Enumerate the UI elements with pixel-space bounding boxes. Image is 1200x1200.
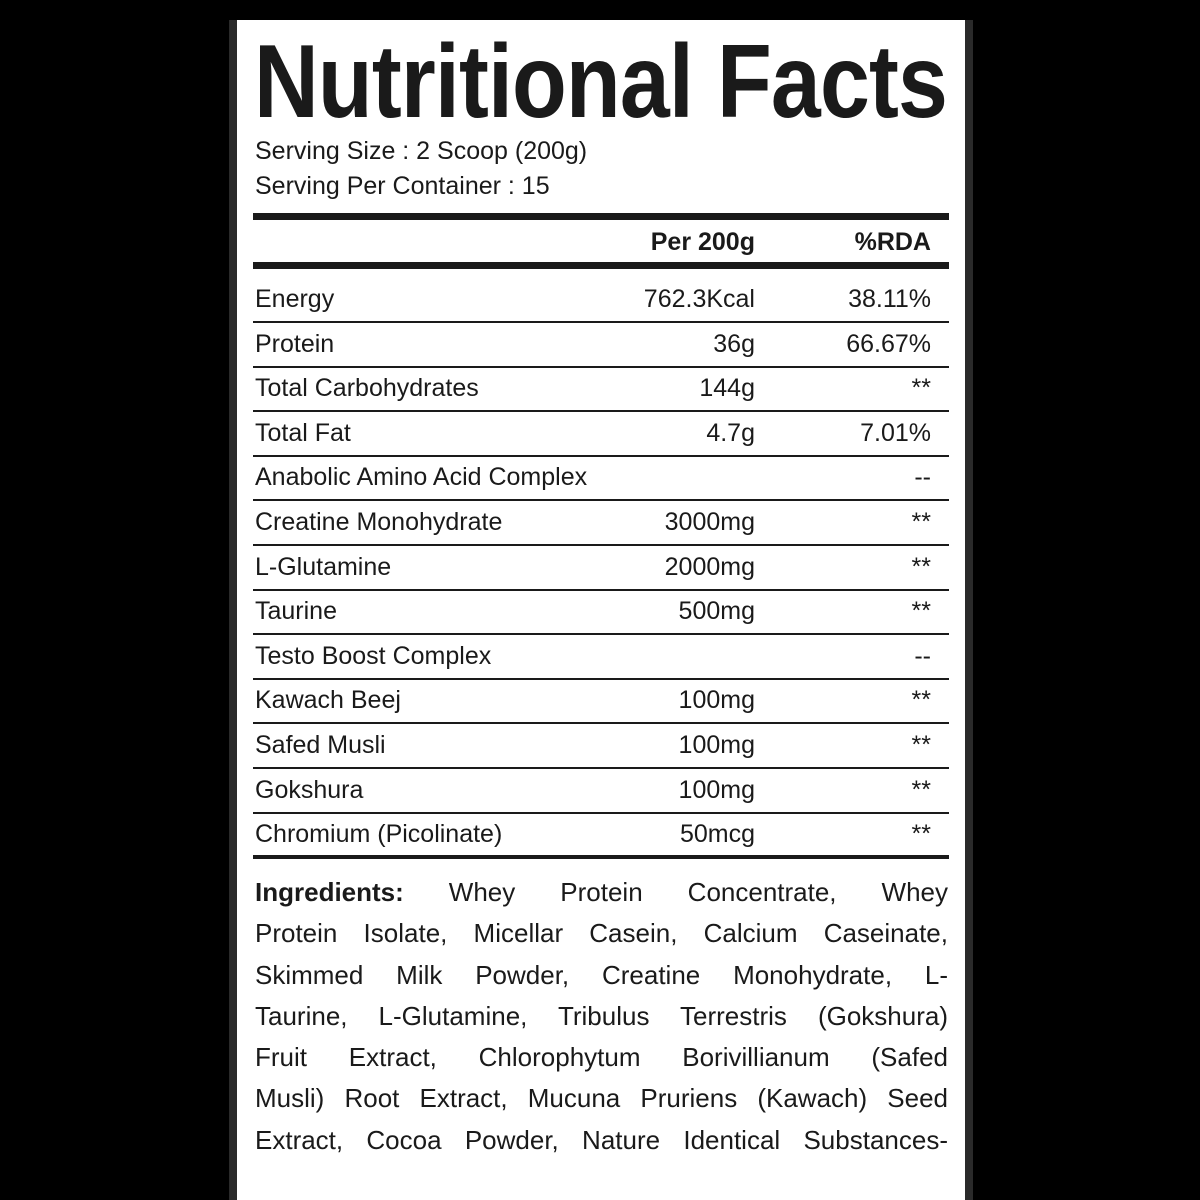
nutrient-rda: ** xyxy=(911,508,931,536)
label-title: Nutritional Facts xyxy=(254,24,948,140)
divider-thick xyxy=(253,213,949,220)
nutrition-label: Nutritional Facts Serving Size : 2 Scoop… xyxy=(237,20,965,1200)
table-row: Total Carbohydrates 144g ** xyxy=(253,366,949,413)
divider-thick xyxy=(253,262,949,269)
nutrient-name: L-Glutamine xyxy=(255,552,392,581)
nutrient-amount: 100mg xyxy=(678,686,755,715)
table-row: Chromium (Picolinate) 50mcg ** xyxy=(253,812,949,856)
nutrient-rda: 38.11% xyxy=(848,285,931,313)
nutrient-rda: ** xyxy=(911,597,931,626)
table-row: Anabolic Amino Acid Complex -- xyxy=(253,455,949,502)
right-border xyxy=(964,20,973,1200)
nutrient-amount: 100mg xyxy=(678,731,755,759)
nutrient-amount: 36g xyxy=(713,329,755,358)
nutrient-name: Creatine Monohydrate xyxy=(255,508,503,536)
ingredients-label: Ingredients: xyxy=(255,877,404,907)
nutrient-amount: 3000mg xyxy=(664,508,755,536)
table-row: Gokshura 100mg ** xyxy=(253,768,949,814)
nutrient-rda: -- xyxy=(914,641,931,670)
nutrient-amount: 144g xyxy=(699,374,755,403)
ingredients-line: Fruit Extract, Chlorophytum Borivillianu… xyxy=(255,1042,948,1073)
nutrient-amount: 100mg xyxy=(678,775,755,804)
nutrient-amount: 50mcg xyxy=(679,820,755,849)
table-row: Total Fat 4.7g 7.01% xyxy=(253,411,949,457)
ingredients: Ingredients: Whey Protein Concentrate, W… xyxy=(255,872,948,1161)
table-row: L-Glutamine 2000mg ** xyxy=(253,545,949,591)
nutrient-name: Energy xyxy=(255,285,335,313)
nutrient-name: Total Carbohydrates xyxy=(255,374,479,403)
table-row: Energy 762.3Kcal 38.11% xyxy=(253,277,949,323)
nutrient-name: Safed Musli xyxy=(255,731,386,759)
nutrient-amount: 4.7g xyxy=(706,418,755,447)
nutrient-name: Protein xyxy=(255,329,335,358)
nutrient-name: Chromium (Picolinate) xyxy=(255,820,503,849)
ingredients-line: Ingredients: Whey Protein Concentrate, W… xyxy=(255,872,948,913)
ingredients-line: Protein Isolate, Micellar Casein, Calciu… xyxy=(255,918,948,949)
ingredients-line: Musli) Root Extract, Mucuna Pruriens (Ka… xyxy=(255,1083,948,1114)
table-row: Testo Boost Complex -- xyxy=(253,634,949,680)
nutrient-amount: 2000mg xyxy=(664,552,755,581)
nutrient-rda: ** xyxy=(911,552,931,581)
serving-size: Serving Size : 2 Scoop (200g) xyxy=(255,137,588,165)
header-rda: %RDA xyxy=(854,228,931,256)
nutrient-name: Gokshura xyxy=(255,775,364,804)
nutrient-rda: ** xyxy=(911,775,931,804)
nutrient-rda: -- xyxy=(914,463,931,492)
table-row: Kawach Beej 100mg ** xyxy=(253,678,949,725)
nutrient-rda: 7.01% xyxy=(860,418,931,447)
table-row: Taurine 500mg ** xyxy=(253,589,949,636)
nutrient-rda: ** xyxy=(911,686,931,715)
nutrient-amount: 762.3Kcal xyxy=(643,285,755,313)
ingredients-line: Skimmed Milk Powder, Creatine Monohydrat… xyxy=(255,959,948,990)
header-per-200g: Per 200g xyxy=(650,228,755,256)
table-row: Protein 36g 66.67% xyxy=(253,322,949,368)
nutrient-rda: ** xyxy=(911,731,931,759)
nutrient-rda: 66.67% xyxy=(846,329,931,358)
nutrient-amount: 500mg xyxy=(678,597,755,626)
table-header: Per 200g %RDA xyxy=(253,220,949,264)
nutrient-name: Kawach Beej xyxy=(255,686,401,715)
nutrient-name: Taurine xyxy=(255,597,337,626)
servings-per-container: Serving Per Container : 15 xyxy=(255,172,550,200)
ingredients-line: Taurine, L-Glutamine, Tribulus Terrestri… xyxy=(255,1000,948,1031)
nutrient-name: Anabolic Amino Acid Complex xyxy=(255,463,588,492)
nutrient-rda: ** xyxy=(911,374,931,403)
nutrient-name: Testo Boost Complex xyxy=(255,641,492,670)
ingredients-text: Whey Protein Concentrate, Whey xyxy=(403,877,948,907)
ingredients-line: Extract, Cocoa Powder, Nature Identical … xyxy=(255,1124,948,1155)
table-row: Creatine Monohydrate 3000mg ** xyxy=(253,500,949,546)
nutrient-rda: ** xyxy=(911,820,931,849)
divider-thick xyxy=(253,854,949,859)
left-border xyxy=(229,20,238,1200)
table-row: Safed Musli 100mg ** xyxy=(253,723,949,769)
nutrient-name: Total Fat xyxy=(255,418,351,447)
